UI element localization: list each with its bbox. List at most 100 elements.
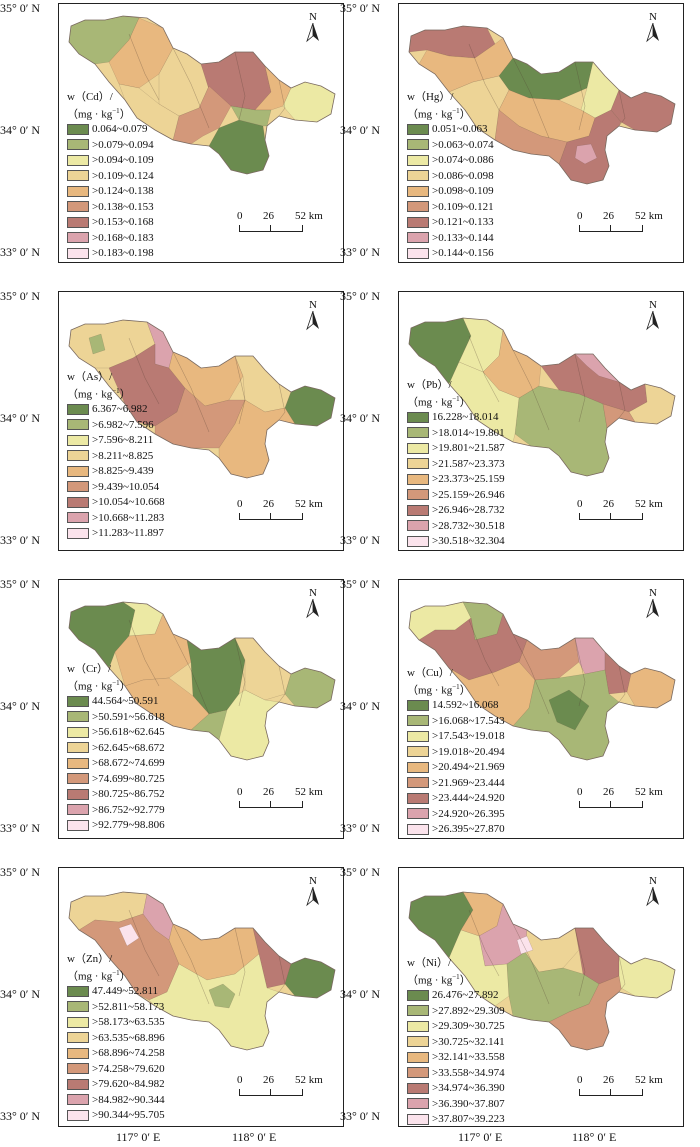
- legend-row: >0.144~0.156: [407, 246, 557, 262]
- legend-cu: w（Cu）/ （mg · kg−1） 14.592~16.068 >16.068~17…: [407, 666, 557, 837]
- legend-unit-text: （mg · kg: [67, 680, 113, 693]
- legend-swatch: [407, 715, 429, 727]
- legend-row: 16.228~18.014: [407, 410, 557, 426]
- zone-class-3: [618, 955, 675, 999]
- legend-swatch: [407, 123, 429, 135]
- legend-row: >7.596~8.211: [67, 433, 217, 449]
- north-label: N: [649, 299, 657, 311]
- scale-tick-26: 26: [263, 1074, 274, 1086]
- legend-swatch: [67, 711, 89, 723]
- legend-range: >30.518~32.304: [432, 535, 505, 548]
- legend-range: >37.807~39.223: [432, 1113, 505, 1126]
- legend-range: 0.064~0.079: [92, 123, 148, 136]
- north-arrow: N: [645, 12, 661, 48]
- zone-class-9: [516, 935, 534, 955]
- legend-range: >10.668~11.283: [92, 511, 165, 524]
- legend-row: >32.141~33.558: [407, 1050, 557, 1066]
- legend-row: >23.373~25.159: [407, 472, 557, 488]
- legend-range: >63.535~68.896: [92, 1031, 165, 1044]
- legend-swatch: [407, 520, 429, 532]
- scale-tick-0: 0: [577, 210, 583, 222]
- north-arrow: N: [305, 12, 321, 48]
- legend-range: >7.596~8.211: [92, 434, 154, 447]
- legend-range: >26.946~28.732: [432, 504, 505, 517]
- legend-ni: w（Ni）/ （mg · kg−1） 26.476~27.892 >27.892~29…: [407, 956, 557, 1127]
- legend-range: >10.054~10.668: [92, 496, 165, 509]
- legend-range: >0.074~0.086: [432, 154, 494, 167]
- legend-row: >0.079~0.094: [67, 137, 217, 153]
- legend-row: >68.672~74.699: [67, 756, 217, 772]
- scale-tick-52: 52 km: [295, 1074, 323, 1086]
- legend-swatch: [407, 989, 429, 1001]
- legend-range: 47.449~52.811: [92, 985, 159, 998]
- legend-swatch: [407, 504, 429, 516]
- legend-range: 16.228~18.014: [432, 411, 499, 424]
- region-outline: [68, 891, 336, 1051]
- legend-swatch: [407, 730, 429, 742]
- legend-range: >30.725~32.141: [432, 1035, 505, 1048]
- zone-class-9: [118, 923, 140, 947]
- legend-row: >33.558~34.974: [407, 1065, 557, 1081]
- legend-swatch: [407, 170, 429, 182]
- legend-title: w（Cu）/: [407, 666, 557, 680]
- legend-row: >86.752~92.779: [67, 802, 217, 818]
- legend-row: >11.283~11.897: [67, 526, 217, 542]
- legend-title: w（Hg）/: [407, 90, 557, 104]
- legend-swatch: [67, 819, 89, 831]
- north-arrow: N: [305, 876, 321, 912]
- legend-range: >17.543~19.018: [432, 730, 505, 743]
- legend-range: >32.141~33.558: [432, 1051, 505, 1064]
- legend-range: >0.153~0.168: [92, 216, 154, 229]
- legend-range: >86.752~92.779: [92, 803, 165, 816]
- legend-swatch: [67, 804, 89, 816]
- legend-title-text: w（Pb）/: [407, 379, 452, 391]
- legend-swatch: [407, 792, 429, 804]
- scale-bar: 0 26 52 km: [577, 1074, 687, 1100]
- scale-tick-52: 52 km: [635, 498, 663, 510]
- legend-range: >0.121~0.133: [432, 216, 494, 229]
- legend-range: >28.732~30.518: [432, 519, 505, 532]
- north-label: N: [309, 299, 317, 311]
- legend-row: >24.920~26.395: [407, 806, 557, 822]
- north-label: N: [649, 11, 657, 23]
- legend-row: >62.645~68.672: [67, 740, 217, 756]
- legend-range: >50.591~56.618: [92, 710, 165, 723]
- scale-tick-0: 0: [237, 498, 243, 510]
- legend-row: >52.811~58.173: [67, 999, 217, 1015]
- north-label: N: [649, 587, 657, 599]
- legend-range: >19.018~20.494: [432, 745, 505, 758]
- legend-row: >23.444~24.920: [407, 791, 557, 807]
- legend-range: 14.592~16.068: [432, 699, 499, 712]
- legend-swatch: [407, 489, 429, 501]
- distribution-map-as: [68, 319, 336, 479]
- legend-range: >74.699~80.725: [92, 772, 165, 785]
- legend-zn: w（Zn）/ （mg · kg−1） 47.449~52.811 >52.811~58…: [67, 952, 217, 1123]
- latitude-label-34: 34° 0′ N: [340, 987, 381, 1001]
- legend-swatch: [407, 442, 429, 454]
- legend-swatch: [67, 527, 89, 539]
- legend-unit: （mg · kg−1）: [67, 387, 131, 401]
- scale-tick-0: 0: [577, 1074, 583, 1086]
- latitude-label-34: 34° 0′ N: [340, 699, 381, 713]
- legend-range: >29.309~30.725: [432, 1020, 505, 1033]
- region-outline: [408, 601, 676, 761]
- legend-range: 44.564~50.591: [92, 695, 159, 708]
- zone-class-8: [574, 143, 598, 165]
- legend-row: >84.982~90.344: [67, 1092, 217, 1108]
- legend-range: >8.211~8.825: [92, 449, 154, 462]
- legend-row: >19.018~20.494: [407, 744, 557, 760]
- legend-range: >23.444~24.920: [432, 792, 505, 805]
- legend-row: >0.109~0.124: [67, 168, 217, 184]
- north-arrow-icon: [306, 886, 319, 907]
- legend-swatch: [407, 247, 429, 259]
- legend-unit: （mg · kg−1）: [67, 107, 131, 121]
- legend-row: >9.439~10.054: [67, 479, 217, 495]
- scale-tick-26: 26: [603, 498, 614, 510]
- legend-range: >92.779~98.806: [92, 819, 165, 832]
- legend-range: >90.344~95.705: [92, 1109, 165, 1122]
- legend-swatch: [407, 216, 429, 228]
- legend-swatch: [67, 465, 89, 477]
- region-outline: [408, 891, 676, 1051]
- legend-range: >8.825~9.439: [92, 465, 154, 478]
- north-arrow-icon: [306, 310, 319, 331]
